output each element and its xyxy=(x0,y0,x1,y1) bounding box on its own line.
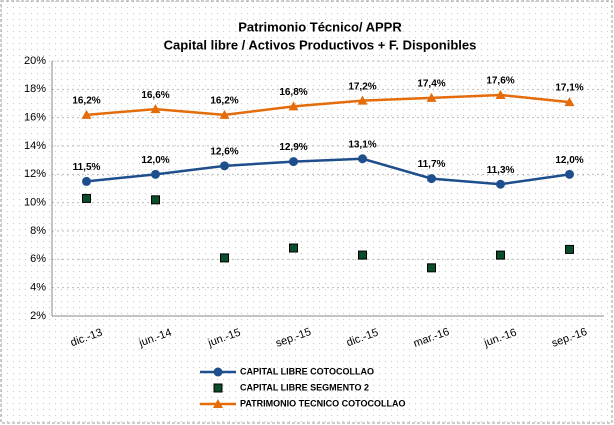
data-point xyxy=(496,179,505,189)
y-tick-label: 10% xyxy=(24,197,46,209)
data-point xyxy=(82,193,91,203)
series-line xyxy=(86,93,570,117)
y-tick-label: 4% xyxy=(30,282,46,294)
data-point xyxy=(150,104,161,114)
data-label: 17,6% xyxy=(486,76,514,87)
plot-area xyxy=(52,61,604,316)
data-point xyxy=(151,169,160,179)
legend-label: PATRIMONIO TECNICO COTOCOLLAO xyxy=(240,398,406,408)
data-point xyxy=(151,195,160,205)
data-label: 17,1% xyxy=(555,83,583,94)
data-point xyxy=(81,109,92,119)
data-label: 12,0% xyxy=(141,155,169,166)
data-point xyxy=(288,101,299,111)
data-point xyxy=(426,92,437,102)
data-label: 11,3% xyxy=(487,165,515,176)
data-point xyxy=(427,263,436,273)
y-tick-label: 6% xyxy=(30,253,46,265)
chart-title: Patrimonio Técnico/ APPR xyxy=(238,19,402,34)
data-point xyxy=(358,154,367,164)
y-tick-label: 14% xyxy=(24,140,46,152)
data-label: 16,2% xyxy=(72,95,100,106)
data-point xyxy=(220,161,229,171)
data-label: 17,2% xyxy=(348,81,376,92)
data-label: 11,5% xyxy=(73,162,101,173)
data-label: 12,0% xyxy=(555,155,583,166)
legend-marker xyxy=(213,399,223,408)
y-tick-label: 8% xyxy=(30,225,46,237)
data-label: 12,6% xyxy=(210,146,238,157)
data-point xyxy=(357,95,368,105)
data-point xyxy=(496,250,505,260)
y-tick-label: 12% xyxy=(24,168,46,180)
legend-label: CAPITAL LIBRE SEGMENTO 2 xyxy=(240,382,369,392)
data-point xyxy=(565,169,574,179)
data-point xyxy=(219,109,230,119)
data-point xyxy=(220,253,229,263)
y-tick-label: 18% xyxy=(24,83,46,95)
data-label: 12,9% xyxy=(279,142,307,153)
chart-subtitle: Capital libre / Activos Productivos + F.… xyxy=(164,37,477,52)
y-tick-label: 16% xyxy=(24,112,46,124)
data-point xyxy=(564,97,575,107)
data-label: 16,2% xyxy=(210,95,238,106)
series-line xyxy=(86,157,570,186)
data-label: 16,8% xyxy=(279,87,307,98)
data-point xyxy=(565,244,574,254)
data-label: 11,7% xyxy=(418,159,446,170)
y-tick-label: 2% xyxy=(30,310,46,322)
data-label: 16,6% xyxy=(141,90,169,101)
data-point xyxy=(289,157,298,167)
data-label: 13,1% xyxy=(348,139,376,150)
legend-marker xyxy=(213,367,223,377)
legend-label: CAPITAL LIBRE COTOCOLLAO xyxy=(240,366,374,376)
y-tick-label: 20% xyxy=(24,55,46,67)
data-point xyxy=(427,174,436,184)
data-point xyxy=(82,176,91,186)
data-label: 17,4% xyxy=(417,78,445,89)
data-point xyxy=(289,243,298,253)
data-point xyxy=(495,90,506,99)
legend-marker xyxy=(213,383,223,393)
data-point xyxy=(358,250,367,260)
